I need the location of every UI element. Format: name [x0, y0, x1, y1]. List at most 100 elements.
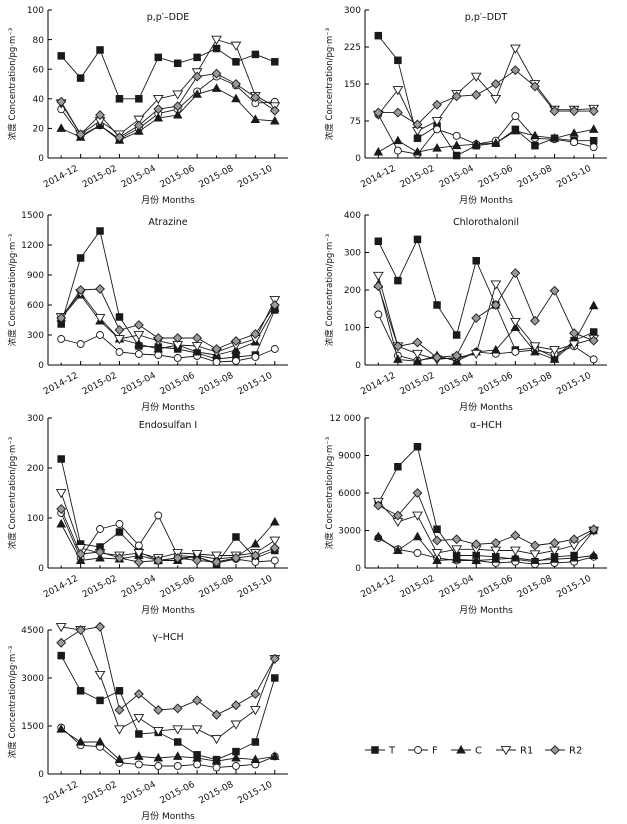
data-point-r2 — [75, 549, 86, 559]
data-point-r2 — [392, 107, 403, 118]
chart-panel-atrazine: Atrazine 0 300 600 900 1200 1500 2014-12 2015-02… — [7, 211, 288, 413]
data-point-r1 — [451, 545, 463, 555]
series-line-f — [60, 727, 275, 769]
data-point-f — [134, 541, 143, 550]
data-point-c — [491, 138, 501, 147]
data-point-f — [96, 331, 104, 339]
data-point-r2 — [75, 129, 86, 140]
data-point-t — [96, 46, 104, 54]
data-point-c — [134, 126, 144, 135]
series-line-r2 — [378, 492, 594, 546]
data-point-c — [95, 736, 105, 746]
data-point-t — [433, 301, 441, 309]
data-point-t — [193, 53, 201, 62]
chart-title: p,p′–DDE — [147, 12, 190, 23]
data-point-t — [452, 331, 461, 339]
data-point-r2 — [530, 540, 540, 551]
y-tick-label: 100 — [27, 514, 44, 524]
data-point-t — [212, 44, 221, 53]
data-point-t — [433, 525, 441, 534]
y-axis-label: 浓度 Concentration/pg·m⁻³ — [324, 28, 335, 140]
series-line-c — [60, 728, 275, 762]
series-line-r1 — [60, 39, 276, 135]
data-point-r2 — [133, 120, 144, 131]
x-axis-label: 月份 Months — [459, 401, 513, 413]
data-point-r1 — [172, 725, 184, 735]
x-tick-label: 2014-12 — [359, 574, 397, 600]
series-line-r1 — [377, 275, 594, 360]
y-tick-label: 3000 — [21, 674, 44, 684]
data-point-f — [115, 520, 124, 528]
data-point-c — [192, 752, 202, 762]
data-point-t — [57, 651, 65, 660]
x-tick-label: 2014-12 — [42, 574, 80, 600]
x-tick-label: 2015-06 — [477, 164, 515, 191]
data-point-r2 — [588, 524, 599, 535]
y-axis-label: 浓度 Concentration/pg·m⁻³ — [324, 437, 335, 549]
data-point-r1 — [431, 117, 443, 127]
data-point-r2 — [133, 689, 144, 699]
x-tick-label: 2015-04 — [120, 164, 158, 191]
x-tick-label: 2015-06 — [477, 371, 515, 398]
x-axis-label: 月份 Months — [141, 194, 195, 206]
data-point-c — [451, 554, 462, 563]
x-tick-label: 2015-02 — [399, 164, 437, 190]
data-point-r2 — [114, 132, 125, 143]
series-line-t — [60, 229, 276, 360]
x-tick-label: 2015-08 — [516, 371, 554, 398]
x-tick-label: 2014-12 — [359, 371, 397, 397]
data-point-r2 — [569, 106, 580, 117]
x-tick-label: 2015-10 — [555, 574, 593, 601]
data-point-r2 — [153, 104, 164, 115]
data-point-r2 — [510, 268, 521, 279]
legend: T F C R1 R2 — [365, 744, 582, 757]
data-point-r2 — [392, 341, 403, 352]
data-point-t — [96, 696, 104, 705]
data-point-t — [115, 313, 124, 321]
y-tick-label: 0 — [355, 154, 361, 164]
data-point-r2 — [153, 555, 164, 566]
data-point-c — [153, 343, 164, 353]
chart-title: Endosulfan Ⅰ — [139, 420, 197, 431]
y-tick-label: 0 — [355, 564, 361, 574]
series-line-c — [377, 284, 595, 362]
data-point-r2 — [114, 553, 125, 563]
data-point-r1 — [529, 550, 541, 560]
data-point-f — [154, 511, 163, 520]
data-point-r1 — [172, 90, 184, 100]
x-tick-label: 2015-08 — [516, 164, 554, 191]
data-point-r1 — [509, 318, 521, 328]
y-axis-label: 浓度 Concentration/pg·m⁻³ — [324, 234, 335, 346]
data-point-c — [231, 752, 241, 762]
data-point-r1 — [211, 35, 222, 45]
data-point-c — [432, 143, 442, 152]
y-tick-label: 4500 — [21, 626, 44, 636]
series-line-t — [377, 238, 594, 359]
chart-title: Chlorothalonil — [453, 217, 519, 228]
x-tick-label: 2015-04 — [120, 371, 158, 398]
data-point-c — [231, 93, 241, 103]
data-point-t — [232, 58, 240, 66]
data-point-r2 — [373, 500, 384, 511]
data-point-r2 — [471, 313, 482, 324]
x-tick-label: 2015-04 — [438, 371, 476, 398]
series-line-c — [378, 128, 594, 153]
x-axis-label: 月份 Months — [459, 194, 513, 206]
legend-label: F — [432, 746, 438, 757]
x-tick-label: 2015-04 — [120, 574, 158, 601]
data-point-r2 — [211, 344, 222, 354]
data-point-r2 — [250, 550, 261, 561]
data-point-r2 — [451, 91, 462, 102]
data-point-t — [472, 257, 480, 265]
y-axis-label: 浓度 Concentration/pg·m⁻³ — [7, 234, 18, 346]
data-point-r2 — [530, 81, 540, 92]
x-tick-label: 2015-06 — [477, 574, 515, 601]
data-point-r2 — [250, 329, 261, 339]
data-point-r1 — [392, 86, 404, 96]
x-tick-label: 2015-02 — [81, 164, 119, 190]
data-point-t — [232, 533, 240, 541]
x-tick-label: 2015-08 — [197, 371, 235, 398]
